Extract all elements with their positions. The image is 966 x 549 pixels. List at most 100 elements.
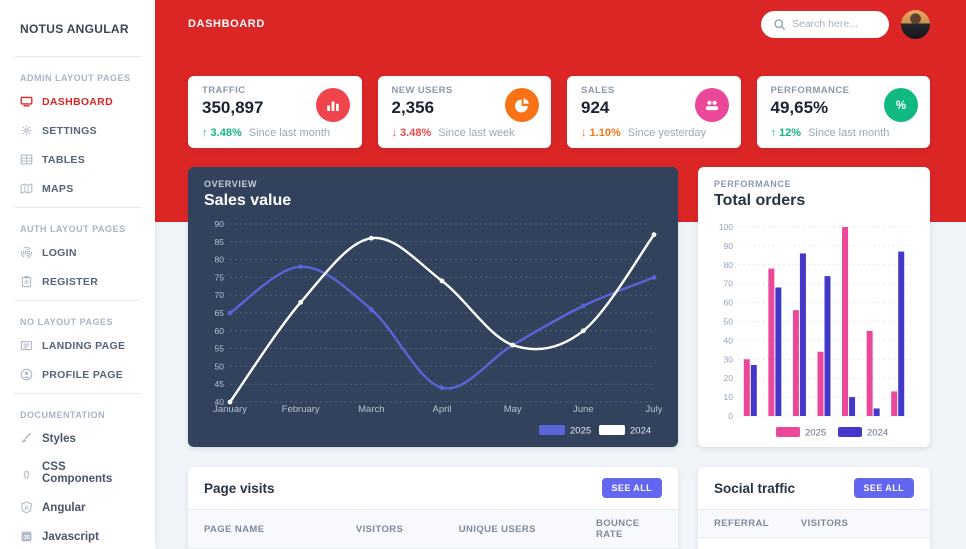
stat-value: 350,897: [202, 98, 264, 117]
svg-text:75: 75: [215, 272, 225, 282]
total-orders-chart-card: PERFORMANCE Total orders 0 10 20 30 40 50 60 70…: [698, 167, 930, 447]
clipboard-icon: [20, 275, 33, 288]
svg-text:%: %: [896, 100, 906, 112]
divider: [14, 393, 141, 394]
css-icon: {}: [20, 467, 33, 480]
stat-card-new-users: NEW USERS 2,356 ↓ 3.48% Since last week: [377, 76, 551, 148]
stat-card-traffic: TRAFFIC 350,897 ↑ 3.48% Since last month: [188, 76, 362, 148]
sidebar-item-maps[interactable]: MAPS: [14, 174, 141, 203]
svg-text:20: 20: [724, 373, 734, 383]
sidebar-item-label: Angular: [42, 501, 86, 514]
sidebar-item-label: Javascript: [42, 530, 99, 543]
svg-text:2024: 2024: [867, 428, 888, 439]
visitors-cell: 1,480: [785, 538, 864, 549]
js-icon: JS: [20, 530, 33, 543]
column-header: [864, 509, 930, 538]
stat-card-performance: PERFORMANCE 49,65%% ↑ 12% Since last month: [756, 76, 930, 148]
table-icon: [20, 153, 33, 166]
search-box[interactable]: [761, 10, 889, 38]
total-orders-bar-chart: 0 10 20 30 40 50 60 70 80 90 100 2025 2024: [714, 214, 914, 448]
chart-title: Total orders: [714, 192, 806, 209]
main-area: DASHBOARD TRAFFIC 350,897 ↑ 3.48% Since las…: [155, 0, 966, 549]
svg-text:80: 80: [215, 255, 225, 265]
svg-text:65: 65: [215, 308, 225, 318]
chart-pie-icon: [505, 88, 539, 122]
search-input[interactable]: [792, 18, 882, 30]
sidebar-item-label: REGISTER: [42, 275, 99, 288]
stat-value: 2,356: [391, 98, 435, 117]
table-title: Page visits: [204, 480, 275, 496]
svg-text:70: 70: [215, 290, 225, 300]
sidebar-section-heading: AUTH LAYOUT PAGES: [20, 224, 126, 234]
chart-overline: OVERVIEW: [204, 179, 258, 189]
stat-caption: Since last month: [248, 127, 331, 139]
column-header: VISITORS: [339, 509, 443, 549]
brand[interactable]: NOTUS ANGULAR: [20, 22, 129, 36]
svg-text:JS: JS: [23, 535, 30, 541]
angular-icon: A: [20, 501, 33, 514]
stat-change: ↓ 3.48%: [391, 127, 432, 139]
svg-text:0: 0: [728, 411, 733, 421]
svg-text:70: 70: [724, 279, 734, 289]
user-circle-icon: [20, 368, 33, 381]
svg-text:85: 85: [215, 237, 225, 247]
svg-text:February: February: [282, 404, 320, 415]
sidebar-item-label: DASHBOARD: [42, 95, 113, 108]
svg-text:10: 10: [724, 392, 734, 402]
sidebar-item-dashboard[interactable]: DASHBOARD: [14, 87, 141, 116]
svg-text:May: May: [504, 404, 522, 415]
sidebar-item-label: SETTINGS: [42, 124, 97, 137]
stat-value: 49,65%: [770, 98, 829, 117]
svg-text:2025: 2025: [805, 428, 826, 439]
fingerprint-icon: [20, 246, 33, 259]
sidebar-item-css-components[interactable]: {} CSS Components: [14, 453, 141, 493]
svg-text:June: June: [573, 404, 594, 415]
stat-change: ↑ 12%: [770, 127, 802, 139]
sidebar-item-settings[interactable]: SETTINGS: [14, 116, 141, 145]
sidebar-item-register[interactable]: REGISTER: [14, 267, 141, 296]
sidebar-item-label: MAPS: [42, 182, 74, 195]
sidebar-item-angular[interactable]: A Angular: [14, 493, 141, 522]
stat-label: SALES: [581, 85, 615, 96]
referral-cell: Facebook: [698, 538, 785, 549]
sidebar-item-javascript[interactable]: JS Javascript: [14, 522, 141, 549]
map-icon: [20, 182, 33, 195]
sidebar-item-tables[interactable]: TABLES: [14, 145, 141, 174]
svg-text:2025: 2025: [570, 426, 591, 437]
stat-value: 924: [581, 98, 610, 117]
svg-text:90: 90: [215, 219, 225, 229]
stat-caption: Since last week: [438, 127, 515, 139]
avatar[interactable]: [901, 9, 930, 39]
see-all-button[interactable]: SEE ALL: [853, 478, 914, 498]
stat-label: PERFORMANCE: [770, 85, 850, 96]
svg-text:{}: {}: [23, 469, 30, 478]
svg-text:July: July: [646, 404, 662, 415]
social-traffic-card: Social traffic SEE ALL REFERRAL VISITORS …: [698, 467, 930, 549]
users-icon: [694, 88, 729, 122]
table-title: Social traffic: [714, 480, 796, 496]
column-header: BOUNCE RATE: [579, 509, 678, 549]
svg-text:January: January: [213, 404, 247, 415]
svg-text:50: 50: [215, 361, 225, 371]
tools-icon: [20, 124, 33, 137]
column-header: REFERRAL: [698, 509, 785, 538]
sidebar-section-heading: ADMIN LAYOUT PAGES: [20, 73, 131, 83]
sidebar-item-profile-page[interactable]: PROFILE PAGE: [14, 360, 141, 389]
svg-text:60: 60: [215, 326, 225, 336]
divider: [14, 207, 141, 208]
see-all-button[interactable]: SEE ALL: [601, 478, 662, 498]
svg-text:40: 40: [215, 397, 225, 407]
arrow-up-icon: ↑: [770, 127, 777, 139]
sidebar-item-styles[interactable]: Styles: [14, 424, 141, 453]
sidebar-item-label: PROFILE PAGE: [42, 368, 123, 381]
sales-value-line-chart: 40 45 50 55 60 65 70 75 80 85 90 January February Mar…: [204, 214, 663, 448]
svg-text:2024: 2024: [630, 426, 651, 437]
table-row: Facebook1,48060%: [698, 538, 930, 549]
page-visits-table: PAGE NAME VISITORS UNIQUE USERS BOUNCE RATE…: [188, 509, 678, 549]
divider: [14, 56, 141, 57]
svg-text:50: 50: [724, 317, 734, 327]
sidebar-item-landing-page[interactable]: LANDING PAGE: [14, 331, 141, 360]
sidebar-item-login[interactable]: LOGIN: [14, 238, 141, 267]
chart-bar-icon: [315, 88, 350, 122]
